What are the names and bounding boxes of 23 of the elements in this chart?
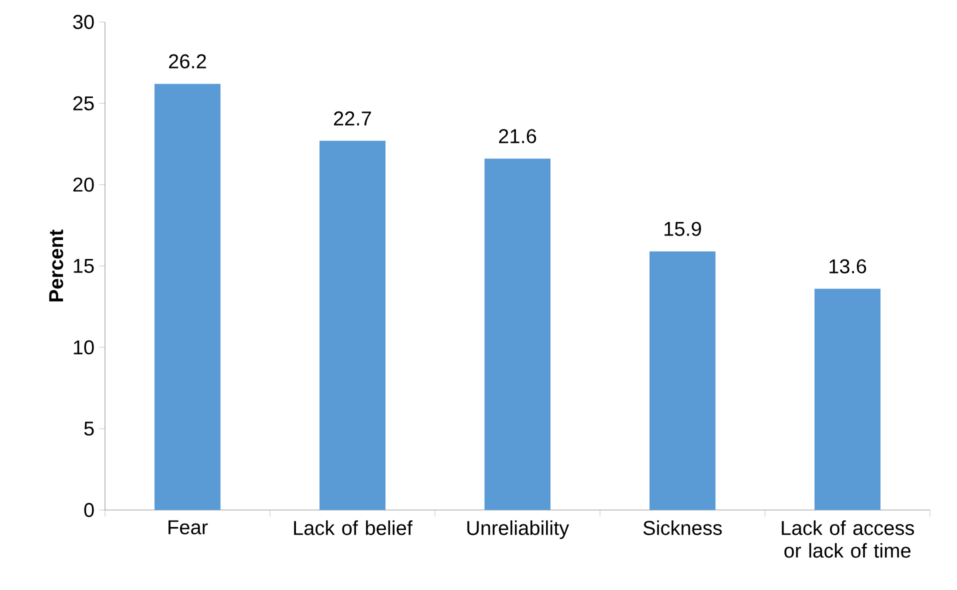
y-tick-label: 25 (73, 96, 94, 110)
x-tick-label: Lack of access or lack of time (782, 520, 914, 558)
y-tick-label: 15 (74, 259, 94, 273)
y-tick-label: 5 (84, 422, 94, 436)
y-tick-label: 0 (84, 502, 94, 518)
bar (154, 84, 220, 510)
bar (484, 158, 550, 510)
y-tick-label: 30 (73, 14, 94, 30)
x-tick-label: Sickness (643, 520, 722, 536)
data-label: 13.6 (830, 259, 866, 274)
data-label: 22.7 (334, 111, 371, 126)
bar (814, 288, 880, 510)
x-tick-label: Fear (168, 520, 208, 534)
x-tick-label: Unreliability (467, 520, 570, 540)
y-axis-title: Percent (49, 230, 64, 302)
x-tick-label: Lack of belief (294, 520, 413, 536)
data-label: 15.9 (664, 222, 701, 236)
bar (649, 251, 716, 510)
bar (320, 140, 386, 510)
y-tick-label: 10 (74, 340, 94, 354)
y-tick-label: 20 (73, 178, 94, 192)
data-label: 26.2 (169, 54, 206, 68)
data-label: 21.6 (499, 129, 536, 144)
